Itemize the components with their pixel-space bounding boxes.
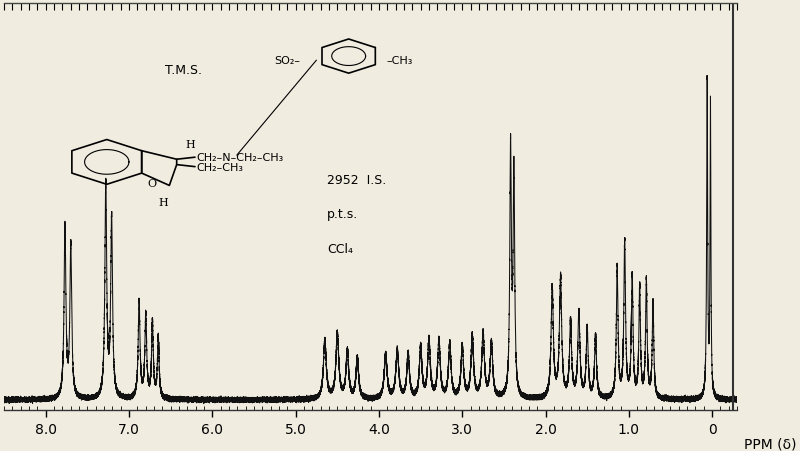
Text: H: H: [186, 140, 195, 150]
Text: CH₂–CH₃: CH₂–CH₃: [197, 162, 243, 172]
Text: O: O: [147, 179, 157, 189]
Text: SO₂–: SO₂–: [274, 56, 300, 66]
Text: H: H: [158, 198, 168, 207]
Text: PPM (δ): PPM (δ): [745, 437, 797, 451]
Text: CH₂–N–CH₂–CH₃: CH₂–N–CH₂–CH₃: [197, 153, 284, 163]
Text: 2952  I.S.: 2952 I.S.: [327, 174, 386, 187]
Text: –CH₃: –CH₃: [386, 56, 413, 66]
Text: CCl₄: CCl₄: [327, 243, 354, 255]
Text: T.M.S.: T.M.S.: [166, 64, 202, 77]
Text: p.t.s.: p.t.s.: [327, 208, 358, 221]
